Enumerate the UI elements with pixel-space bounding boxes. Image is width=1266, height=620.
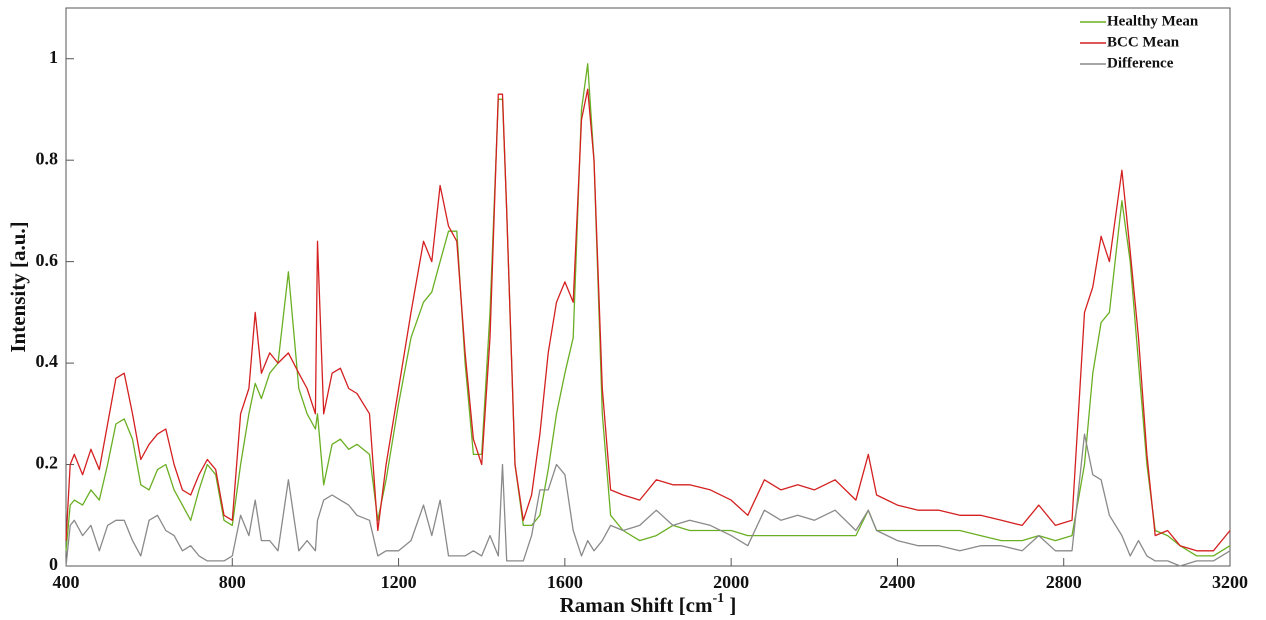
x-tick-label: 1600 (547, 572, 583, 592)
x-tick-label: 400 (53, 572, 80, 592)
legend-label: Difference (1107, 55, 1174, 71)
x-tick-label: 1200 (381, 572, 417, 592)
y-axis-label: Intensity [a.u.] (6, 221, 30, 352)
plot-frame (65, 7, 1231, 567)
x-tick-label: 2000 (713, 572, 749, 592)
y-tick-label: 0 (49, 554, 58, 574)
x-tick-label: 3200 (1212, 572, 1248, 592)
x-axis-label-end: ] (724, 593, 736, 617)
y-tick-label: 0.6 (36, 250, 59, 270)
x-tick-label: 800 (219, 572, 246, 592)
x-axis-label-sup: -1 (712, 591, 724, 606)
legend-label: BCC Mean (1107, 34, 1180, 50)
y-tick-label: 0.2 (36, 453, 59, 473)
x-tick-label: 2800 (1046, 572, 1082, 592)
legend-label: Healthy Mean (1107, 13, 1199, 29)
y-tick-label: 1 (49, 47, 58, 67)
x-axis-label: Raman Shift [cm-1 ] (560, 591, 737, 617)
series-line (65, 63, 1231, 557)
series-line (65, 88, 1231, 552)
y-tick-label: 0.8 (36, 148, 59, 168)
x-tick-label: 2400 (879, 572, 915, 592)
series-line (65, 433, 1231, 567)
x-axis-label-main: Raman Shift [cm (560, 593, 713, 617)
y-tick-label: 0.4 (36, 351, 59, 371)
